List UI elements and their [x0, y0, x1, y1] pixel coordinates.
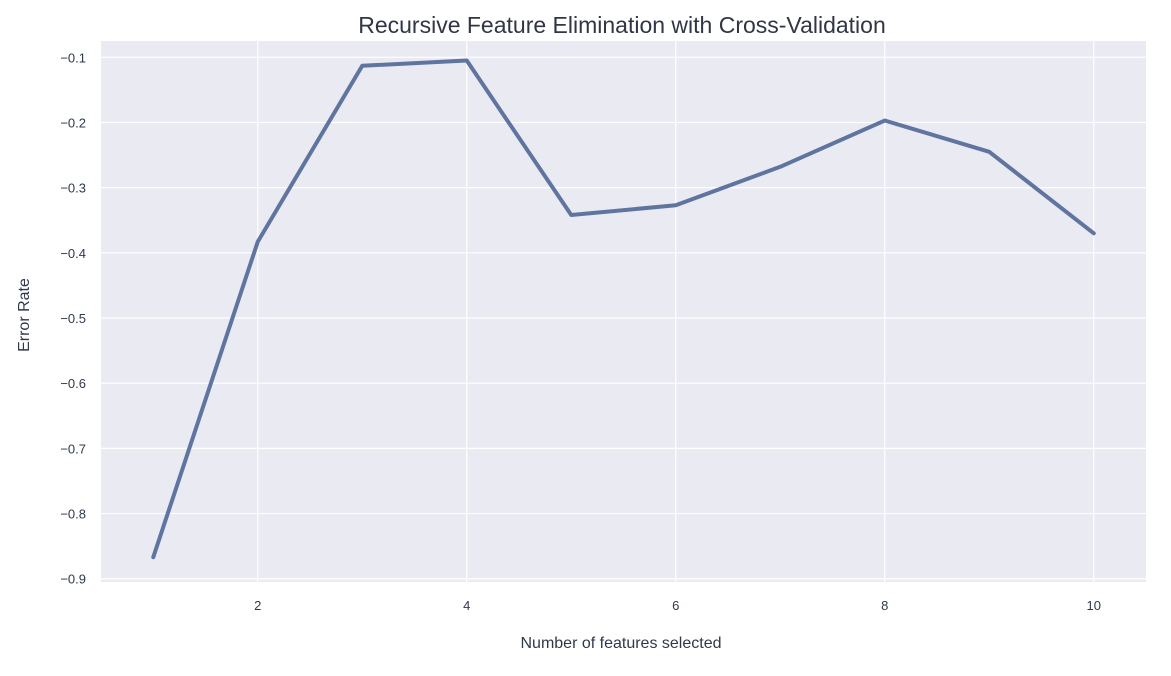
chart-title: Recursive Feature Elimination with Cross…: [358, 12, 886, 38]
y-tick-label-3: −0.6: [60, 376, 86, 391]
x-tick-label-6: 6: [672, 598, 679, 613]
y-tick-label-0: −0.9: [60, 572, 86, 587]
y-tick-label-4: −0.5: [60, 311, 86, 326]
y-axis-label: Error Rate: [16, 278, 33, 352]
y-tick-label-8: −0.1: [60, 50, 86, 65]
series-layer: [151, 58, 1096, 560]
series-line-1: [151, 58, 1096, 560]
y-tick-label-5: −0.4: [60, 246, 86, 261]
x-tick-label-8: 8: [881, 598, 888, 613]
grid-lines: [101, 41, 1146, 582]
plot-area: [101, 41, 1146, 582]
x-tick-label-4: 4: [463, 598, 470, 613]
x-tick-label-2: 2: [254, 598, 261, 613]
y-tick-label-6: −0.3: [60, 181, 86, 196]
y-tick-label-2: −0.7: [60, 441, 86, 456]
x-axis-label: Number of features selected: [521, 635, 722, 652]
y-tick-label-1: −0.8: [60, 507, 86, 522]
x-tick-label-10: 10: [1087, 598, 1101, 613]
tick-labels: 2 4 6 8 10 −0.9 −0.8 −0.7 −0.6 −0.5 −0.4 −0.3 −0.2 −0…: [60, 50, 1101, 613]
y-tick-label-7: −0.2: [60, 115, 86, 130]
